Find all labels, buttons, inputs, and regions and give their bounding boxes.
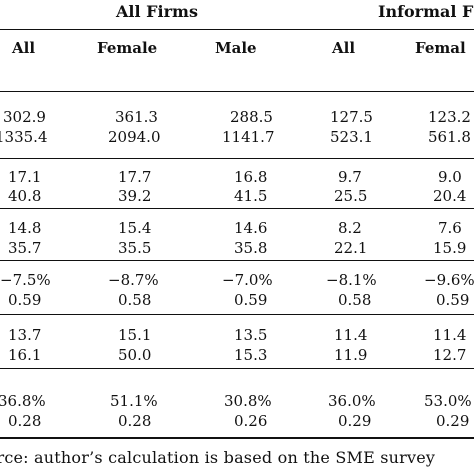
table-cell: 0.28: [8, 412, 42, 430]
column-header: All: [12, 39, 36, 57]
table-cell: 1335.4: [0, 128, 48, 146]
column-header: Female: [97, 39, 158, 57]
table-cell: 13.7: [8, 326, 42, 344]
table-cell: 36.0%: [328, 392, 376, 410]
table-cell: 561.8: [428, 128, 471, 146]
table-cell: 36.8%: [0, 392, 46, 410]
table-cell: 9.7: [338, 168, 362, 186]
table-cell: 53.0%: [424, 392, 472, 410]
group-divider: [0, 368, 474, 369]
table-cell: 123.2: [428, 108, 471, 126]
table-cell: 16.1: [8, 346, 42, 364]
table-cell: −9.6%: [424, 271, 474, 289]
column-header: All: [332, 39, 356, 57]
table-cell: 523.1: [330, 128, 373, 146]
table-cell: 0.59: [234, 291, 268, 309]
group-divider: [0, 260, 474, 261]
source-note: urce: author’s calculation is based on t…: [0, 448, 436, 467]
group-header-informal: Informal F: [378, 2, 474, 21]
table-cell: 13.5: [234, 326, 268, 344]
group-header-all-firms: All Firms: [116, 2, 198, 21]
table-cell: 127.5: [330, 108, 373, 126]
table-cell: 0.29: [338, 412, 372, 430]
header-bottom-rule: [0, 91, 474, 92]
table-cell: 2094.0: [108, 128, 161, 146]
table-cell: 35.5: [118, 239, 152, 257]
table-cell: 20.4: [433, 187, 467, 205]
table-cell: 35.8: [234, 239, 268, 257]
table-cell: 14.8: [8, 219, 42, 237]
group-divider: [0, 158, 474, 159]
table-cell: 22.1: [334, 239, 368, 257]
column-header: Male: [215, 39, 257, 57]
header-group-rule: [0, 29, 474, 30]
table-cell: 0.59: [436, 291, 470, 309]
table-cell: 16.8: [234, 168, 268, 186]
table-cell: 361.3: [115, 108, 158, 126]
table-cell: 15.1: [118, 326, 152, 344]
table-cell: 12.7: [433, 346, 467, 364]
table-cell: 39.2: [118, 187, 152, 205]
table-cell: 8.2: [338, 219, 362, 237]
table-cell: 30.8%: [224, 392, 272, 410]
table-cell: 15.9: [433, 239, 467, 257]
table-cell: 50.0: [118, 346, 152, 364]
table-cell: 11.4: [433, 326, 467, 344]
table-cell: 1141.7: [222, 128, 275, 146]
table-cell: 17.7: [118, 168, 152, 186]
table-cell: 14.6: [234, 219, 268, 237]
table-cell: 7.6: [438, 219, 462, 237]
table-cell: 35.7: [8, 239, 42, 257]
table-cell: 40.8: [8, 187, 42, 205]
group-divider: [0, 208, 474, 209]
table-cell: −7.0%: [222, 271, 273, 289]
table-cell: 0.58: [338, 291, 372, 309]
table-cell: 25.5: [334, 187, 368, 205]
table-cell: 51.1%: [110, 392, 158, 410]
table-cell: 9.0: [438, 168, 462, 186]
table-cell: −8.1%: [326, 271, 377, 289]
table-cell: 0.26: [234, 412, 268, 430]
table-cell: 15.4: [118, 219, 152, 237]
table-cell: 15.3: [234, 346, 268, 364]
table-cell: 41.5: [234, 187, 268, 205]
table-cell: 11.9: [334, 346, 368, 364]
table-cell: −7.5%: [0, 271, 51, 289]
column-header: Femal: [415, 39, 466, 57]
table-cell: −8.7%: [108, 271, 159, 289]
table-cell: 302.9: [3, 108, 46, 126]
table-cell: 0.59: [8, 291, 42, 309]
table-cell: 17.1: [8, 168, 42, 186]
table-cell: 11.4: [334, 326, 368, 344]
group-divider: [0, 314, 474, 315]
table-cell: 0.58: [118, 291, 152, 309]
table-bottom-rule: [0, 437, 474, 439]
table-cell: 288.5: [230, 108, 273, 126]
table-cell: 0.29: [436, 412, 470, 430]
table-cell: 0.28: [118, 412, 152, 430]
